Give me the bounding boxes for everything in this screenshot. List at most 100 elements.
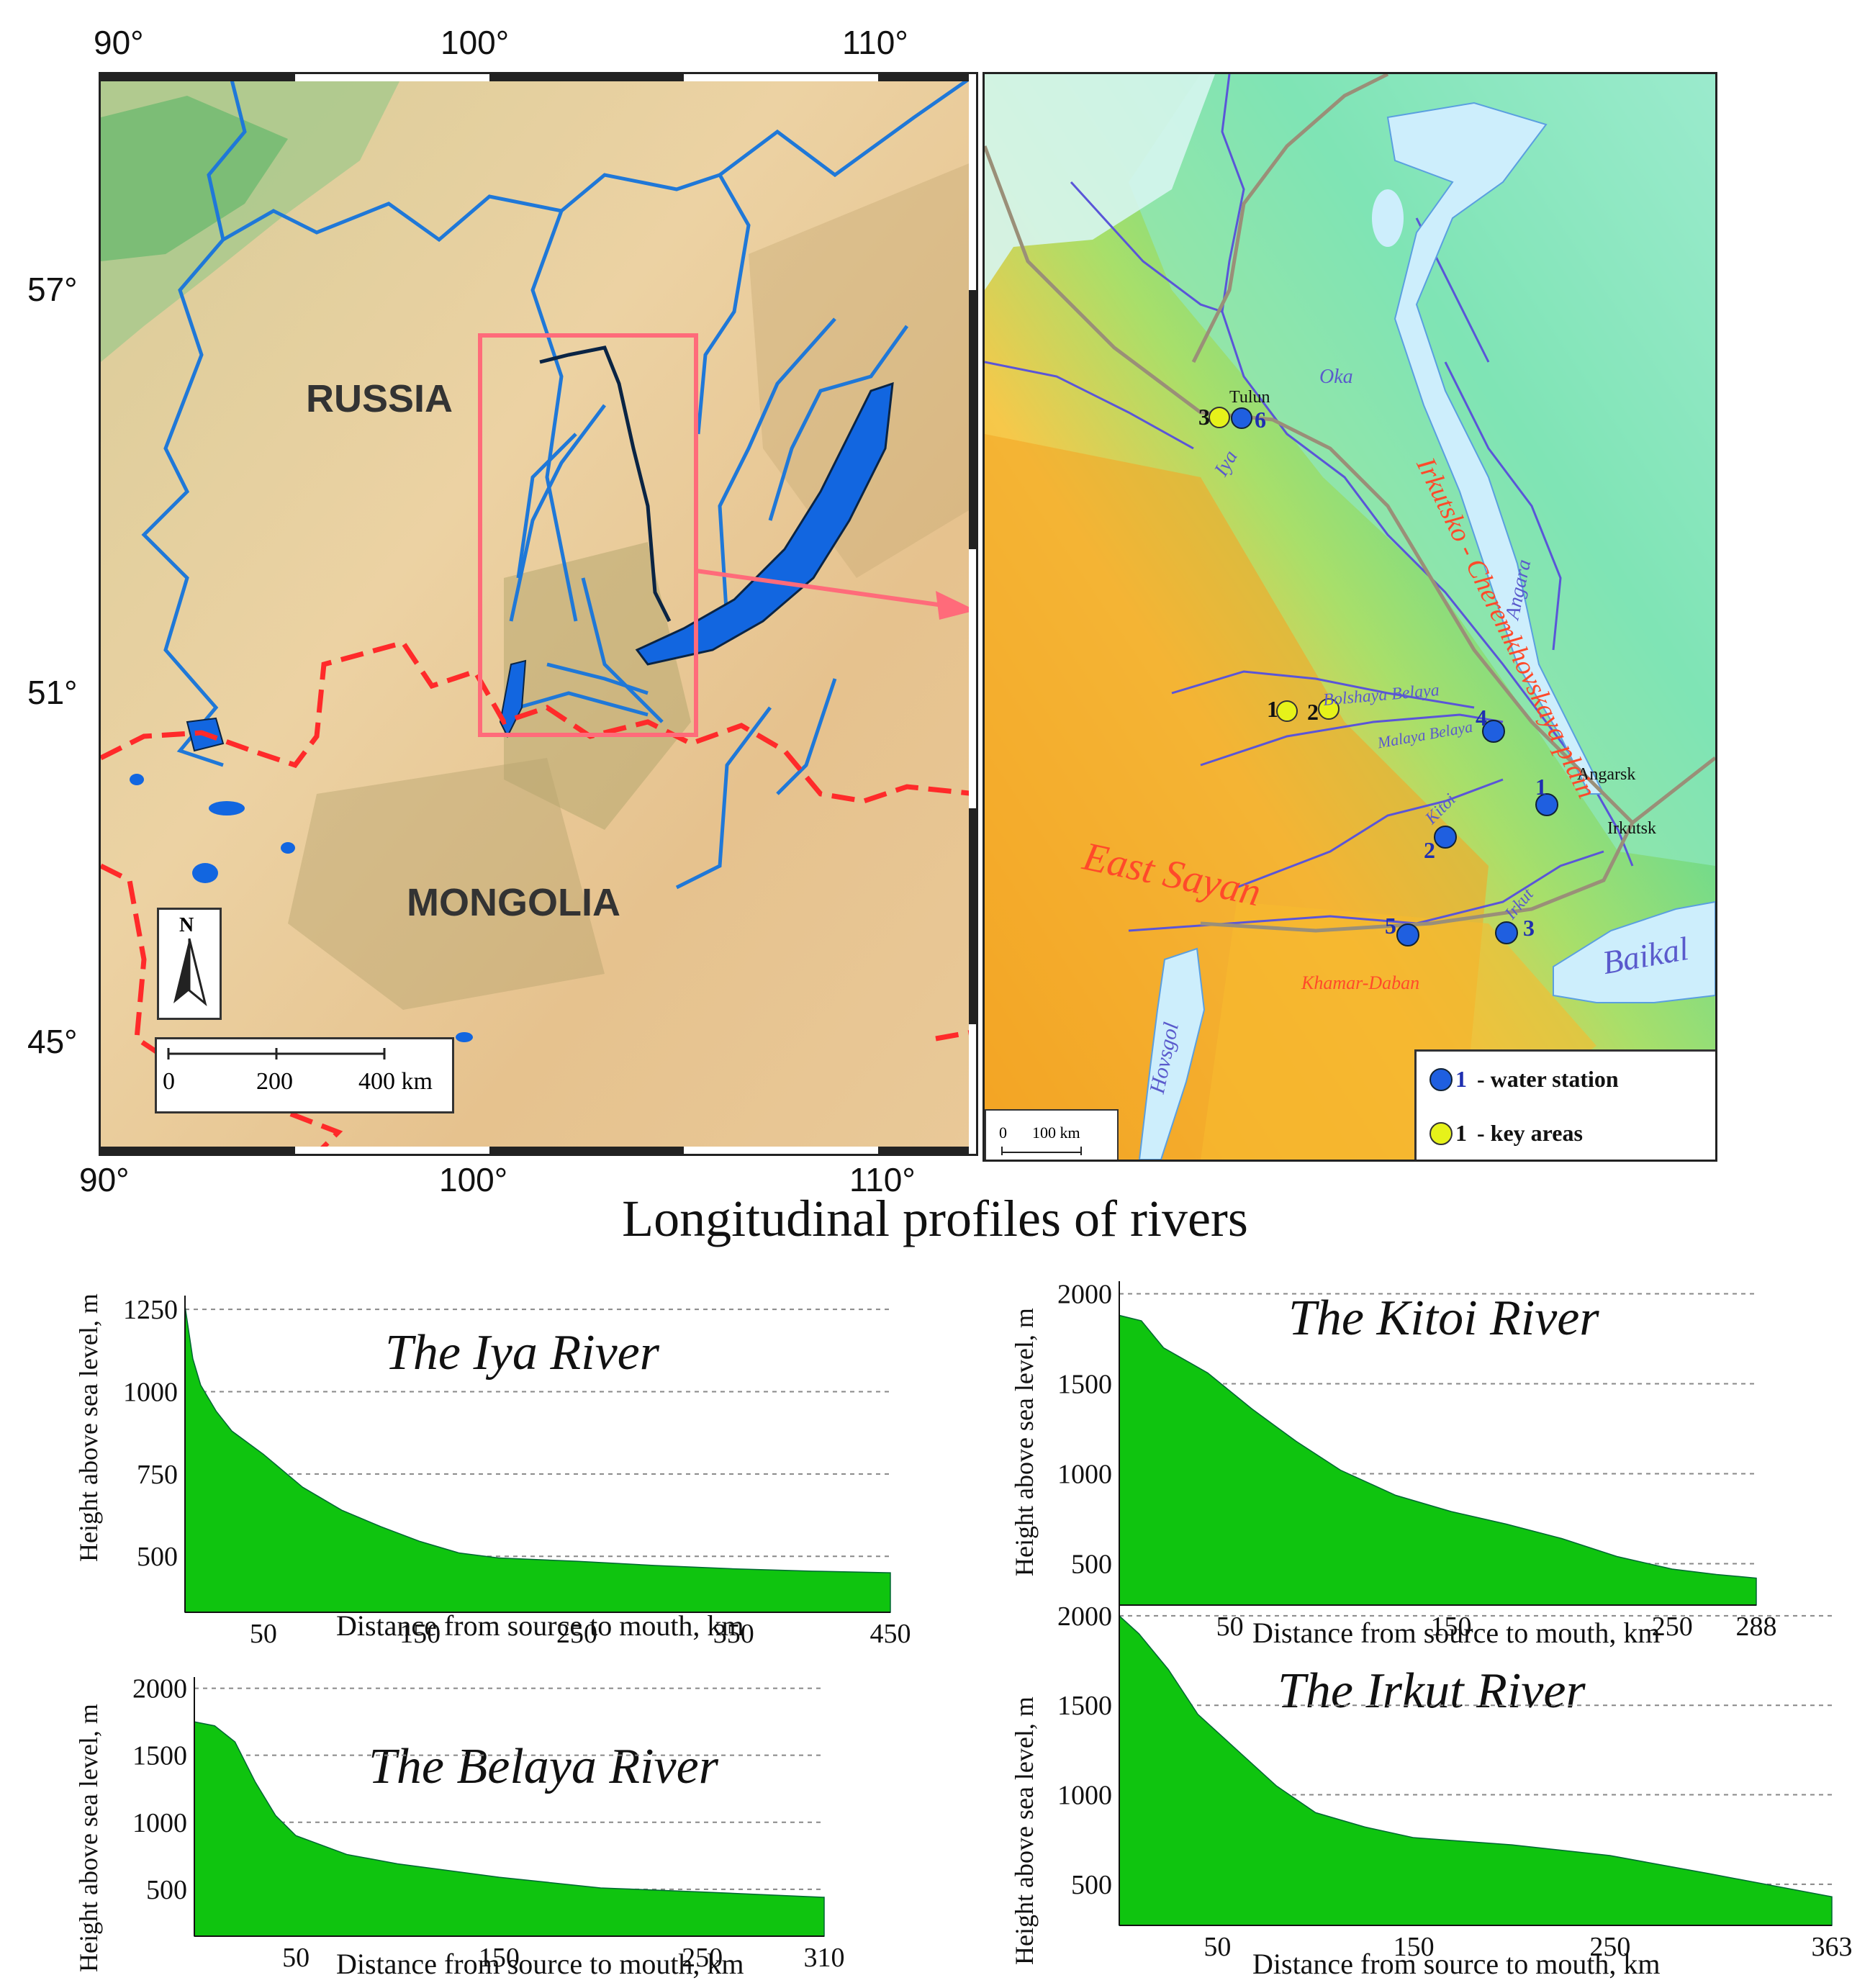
- city-label-tulun: Tulun: [1229, 388, 1270, 407]
- profile-area-kitoi: [1119, 1314, 1757, 1606]
- scale-bar-graphic: [167, 1048, 386, 1059]
- plot-irkut: 500 1000 1500 2000 50 150 250 363: [1057, 1598, 1853, 1962]
- legend-item-key-areas: 1 - key areas: [1429, 1120, 1583, 1147]
- detail-legend: 1 - water station 1 - key areas: [1414, 1049, 1715, 1160]
- ytick-iya-750: 750: [137, 1460, 178, 1490]
- ytick-irkut-2000: 2000: [1057, 1601, 1112, 1632]
- station-4-number: 4: [1476, 705, 1487, 731]
- scale-label-400: 400 km: [358, 1068, 433, 1095]
- legend-item-water-station: 1 - water station: [1429, 1066, 1619, 1093]
- xtick-belaya-150: 150: [479, 1943, 520, 1973]
- lon-label-bottom-90: 90°: [79, 1161, 130, 1198]
- profile-chart-iya: Height above sea level, m The Iya River …: [0, 1274, 929, 1663]
- title-irkut: The Irkut River: [1278, 1663, 1586, 1719]
- scale-label-0: 0: [163, 1068, 175, 1095]
- detail-scale-label-100: 100 km: [1032, 1124, 1080, 1142]
- xtick-iya-50: 50: [250, 1619, 277, 1649]
- legend-key-areas-marker: 1: [1455, 1120, 1467, 1146]
- profile-area-irkut: [1119, 1614, 1833, 1926]
- legend-water-station-dot: [1429, 1067, 1453, 1091]
- legend-key-areas-text: - key areas: [1477, 1120, 1583, 1146]
- detail-map-graphic: [985, 74, 1715, 1160]
- xlabel-iya: Distance from source to mouth, km: [336, 1609, 744, 1642]
- city-label-angarsk: Angarsk: [1577, 765, 1636, 784]
- key-area-3-number: 3: [1198, 404, 1210, 430]
- station-5-number: 5: [1385, 913, 1396, 939]
- key-area-1-number: 1: [1267, 696, 1278, 722]
- detail-scale-bar: 0 100 km: [985, 1109, 1119, 1160]
- station-5-marker: [1396, 923, 1419, 946]
- key-area-2-marker: [1318, 698, 1340, 720]
- ytick-iya-500: 500: [137, 1542, 178, 1572]
- country-label-russia: RUSSIA: [306, 377, 453, 420]
- ytick-iya-1000: 1000: [123, 1378, 178, 1408]
- station-1-marker: [1535, 793, 1558, 816]
- ytick-irkut-500: 500: [1071, 1870, 1112, 1900]
- ytick-kitoi-1500: 1500: [1057, 1370, 1112, 1400]
- xtick-irkut-363: 363: [1812, 1932, 1853, 1962]
- xlabel-belaya: Distance from source to mouth, km: [336, 1948, 744, 1980]
- xtick-belaya-310: 310: [804, 1943, 845, 1973]
- xtick-kitoi-50: 50: [1216, 1612, 1244, 1642]
- key-area-1-marker: [1276, 700, 1298, 722]
- ytick-kitoi-2000: 2000: [1057, 1280, 1112, 1310]
- xtick-belaya-250: 250: [682, 1943, 723, 1973]
- scale-label-200: 200: [256, 1068, 293, 1095]
- lon-label-top-90: 90°: [94, 24, 144, 61]
- detail-scale-label-0: 0: [999, 1124, 1007, 1142]
- xtick-irkut-150: 150: [1394, 1932, 1435, 1962]
- title-kitoi: The Kitoi River: [1288, 1291, 1599, 1346]
- xtick-iya-450: 450: [870, 1619, 911, 1649]
- north-label: N: [179, 914, 194, 936]
- title-iya: The Iya River: [385, 1325, 659, 1381]
- xtick-kitoi-288: 288: [1736, 1612, 1777, 1642]
- north-arrow-icon: [173, 938, 207, 1007]
- ytick-kitoi-1000: 1000: [1057, 1460, 1112, 1490]
- xtick-kitoi-250: 250: [1652, 1612, 1693, 1642]
- ytick-belaya-2000: 2000: [132, 1674, 187, 1704]
- profile-area-iya: [184, 1306, 891, 1613]
- profile-chart-belaya: Height above sea level, m The Belaya Riv…: [0, 1655, 929, 1988]
- xtick-iya-350: 350: [713, 1619, 754, 1649]
- xtick-belaya-50: 50: [282, 1943, 310, 1973]
- ytick-belaya-1000: 1000: [132, 1808, 187, 1838]
- lat-label-51: 51°: [27, 674, 78, 711]
- lon-label-top-110: 110°: [842, 24, 908, 61]
- xlabel-irkut: Distance from source to mouth, km: [1252, 1948, 1661, 1980]
- xlabel-kitoi: Distance from source to mouth, km: [1252, 1617, 1661, 1649]
- overview-scale-bar: 0 200 400 km: [155, 1037, 454, 1113]
- overview-map-frame: RUSSIA MONGOLIA N 0 200 400 km: [99, 72, 978, 1156]
- station-6-number: 6: [1255, 407, 1266, 433]
- station-2-marker: [1434, 826, 1457, 849]
- north-arrow: N: [157, 908, 222, 1020]
- detail-scale-graphic: [1001, 1147, 1082, 1155]
- station-2-number: 2: [1424, 837, 1435, 863]
- legend-water-station-text: - water station: [1477, 1066, 1619, 1092]
- station-6-marker: [1231, 407, 1252, 429]
- plot-iya: 500 750 1000 1250 50 150 250 350 450: [123, 1295, 911, 1649]
- xtick-iya-250: 250: [556, 1619, 597, 1649]
- lon-label-top-100: 100°: [441, 24, 510, 61]
- xtick-irkut-250: 250: [1589, 1932, 1630, 1962]
- lon-label-bottom-100: 100°: [439, 1161, 508, 1198]
- profiles-title: Longitudinal profiles of rivers: [622, 1190, 1248, 1247]
- ytick-belaya-1500: 1500: [132, 1741, 187, 1771]
- key-area-2-number: 2: [1307, 699, 1319, 725]
- ytick-irkut-1500: 1500: [1057, 1691, 1112, 1721]
- region-label-khamar-daban: Khamar-Daban: [1301, 972, 1420, 993]
- city-label-irkutsk: Irkutsk: [1607, 819, 1656, 838]
- station-3-number: 3: [1523, 915, 1535, 941]
- xtick-kitoi-150: 150: [1430, 1612, 1471, 1642]
- xtick-irkut-50: 50: [1203, 1932, 1231, 1962]
- country-label-mongolia: MONGOLIA: [407, 881, 620, 924]
- station-4-marker: [1482, 720, 1505, 743]
- profile-chart-kitoi: Height above sea level, m The Kitoi Rive…: [936, 1245, 1870, 1655]
- xtick-iya-150: 150: [399, 1619, 441, 1649]
- key-area-3-marker: [1209, 407, 1230, 428]
- lat-label-57: 57°: [27, 271, 78, 308]
- ytick-irkut-1000: 1000: [1057, 1781, 1112, 1811]
- ytick-belaya-500: 500: [146, 1875, 187, 1905]
- profile-chart-irkut: Height above sea level, m The Irkut Rive…: [936, 1576, 1870, 1988]
- legend-water-station-marker: 1: [1455, 1066, 1467, 1092]
- ytick-kitoi-500: 500: [1071, 1550, 1112, 1580]
